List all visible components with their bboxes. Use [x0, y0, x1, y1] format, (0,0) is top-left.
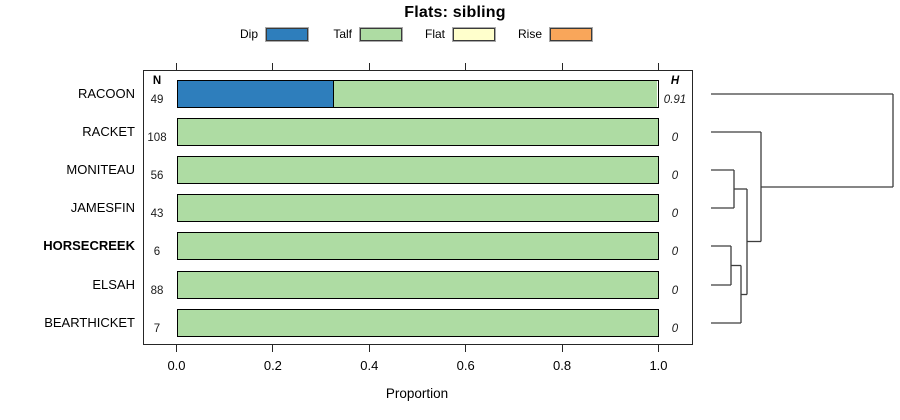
x-axis-label: Proportion	[385, 386, 449, 401]
h-value-elsah: 0	[671, 285, 679, 297]
x-tick-top-0.2	[272, 62, 274, 70]
bar-moniteau	[176, 156, 659, 184]
bar-racket	[176, 118, 659, 146]
row-label-bearthicket: BEARTHICKET	[44, 315, 135, 330]
x-tick-label-1.0: 1.0	[649, 358, 668, 373]
row-label-racoon: RACOON	[77, 86, 135, 101]
n-value-jamesfin: 43	[150, 208, 164, 220]
bar-bearthicket	[176, 309, 659, 337]
row-label-jamesfin: JAMESFIN	[70, 200, 135, 215]
bar-segment-talf	[177, 310, 658, 336]
h-value-racoon: 0.91	[663, 94, 687, 106]
legend-item-dip: Dip	[198, 27, 308, 41]
x-tick-bottom-0.4	[368, 345, 370, 352]
n-value-horsecreek: 6	[153, 246, 161, 258]
x-tick-bottom-0.0	[175, 345, 178, 352]
h-value-moniteau: 0	[671, 170, 679, 182]
legend-item-flat: Flat	[385, 27, 495, 41]
n-value-elsah: 88	[150, 285, 164, 297]
legend-label-rise: Rise	[517, 27, 542, 41]
row-label-elsah: ELSAH	[92, 277, 135, 292]
bar-elsah	[176, 271, 659, 299]
legend-swatch-rise	[550, 27, 592, 41]
legend-swatch-dip	[266, 27, 308, 41]
plot-area	[143, 70, 693, 345]
x-tick-bottom-1.0	[657, 345, 660, 352]
bar-segment-talf	[177, 119, 658, 145]
bar-segment-talf	[177, 157, 658, 183]
row-label-racket: RACKET	[82, 124, 135, 139]
n-column-header: N	[152, 75, 162, 87]
h-value-bearthicket: 0	[671, 323, 679, 335]
bar-jamesfin	[176, 194, 659, 222]
x-tick-top-0.4	[368, 62, 370, 70]
legend-item-rise: Rise	[482, 27, 592, 41]
x-tick-label-0.2: 0.2	[263, 358, 282, 373]
legend-swatch-talf	[360, 27, 402, 41]
legend-label-flat: Flat	[424, 27, 445, 41]
h-column-header: H	[670, 75, 680, 87]
bar-racoon	[176, 80, 659, 108]
x-tick-bottom-0.2	[272, 345, 274, 352]
n-value-racoon: 49	[150, 94, 164, 106]
n-value-moniteau: 56	[150, 170, 164, 182]
bar-segment-talf	[177, 195, 658, 221]
legend-item-talf: Talf	[292, 27, 402, 41]
legend-label-talf: Talf	[333, 27, 352, 41]
x-tick-top-0.0	[175, 62, 178, 70]
x-tick-bottom-0.6	[465, 345, 467, 352]
bar-segment-talf	[177, 233, 658, 259]
h-value-jamesfin: 0	[671, 208, 679, 220]
x-tick-label-0.8: 0.8	[553, 358, 572, 373]
x-tick-top-1.0	[657, 62, 660, 70]
legend-label-dip: Dip	[239, 27, 258, 41]
x-tick-top-0.8	[561, 62, 563, 70]
x-tick-label-0.6: 0.6	[456, 358, 475, 373]
x-tick-label-0.0: 0.0	[167, 358, 186, 373]
h-value-racket: 0	[671, 132, 679, 144]
row-label-horsecreek: HORSECREEK	[43, 238, 135, 253]
bar-horsecreek	[176, 232, 659, 260]
bar-segment-talf	[177, 272, 658, 298]
chart-title: Flats: sibling	[404, 4, 506, 21]
legend-swatch-flat	[453, 27, 495, 41]
x-tick-label-0.4: 0.4	[360, 358, 379, 373]
bar-segment-dip	[177, 81, 335, 107]
h-value-horsecreek: 0	[671, 246, 679, 258]
x-tick-bottom-0.8	[561, 345, 563, 352]
row-label-moniteau: MONITEAU	[66, 162, 135, 177]
n-value-racket: 108	[147, 132, 167, 144]
bar-segment-talf	[334, 81, 658, 107]
n-value-bearthicket: 7	[153, 323, 161, 335]
x-tick-top-0.6	[465, 62, 467, 70]
